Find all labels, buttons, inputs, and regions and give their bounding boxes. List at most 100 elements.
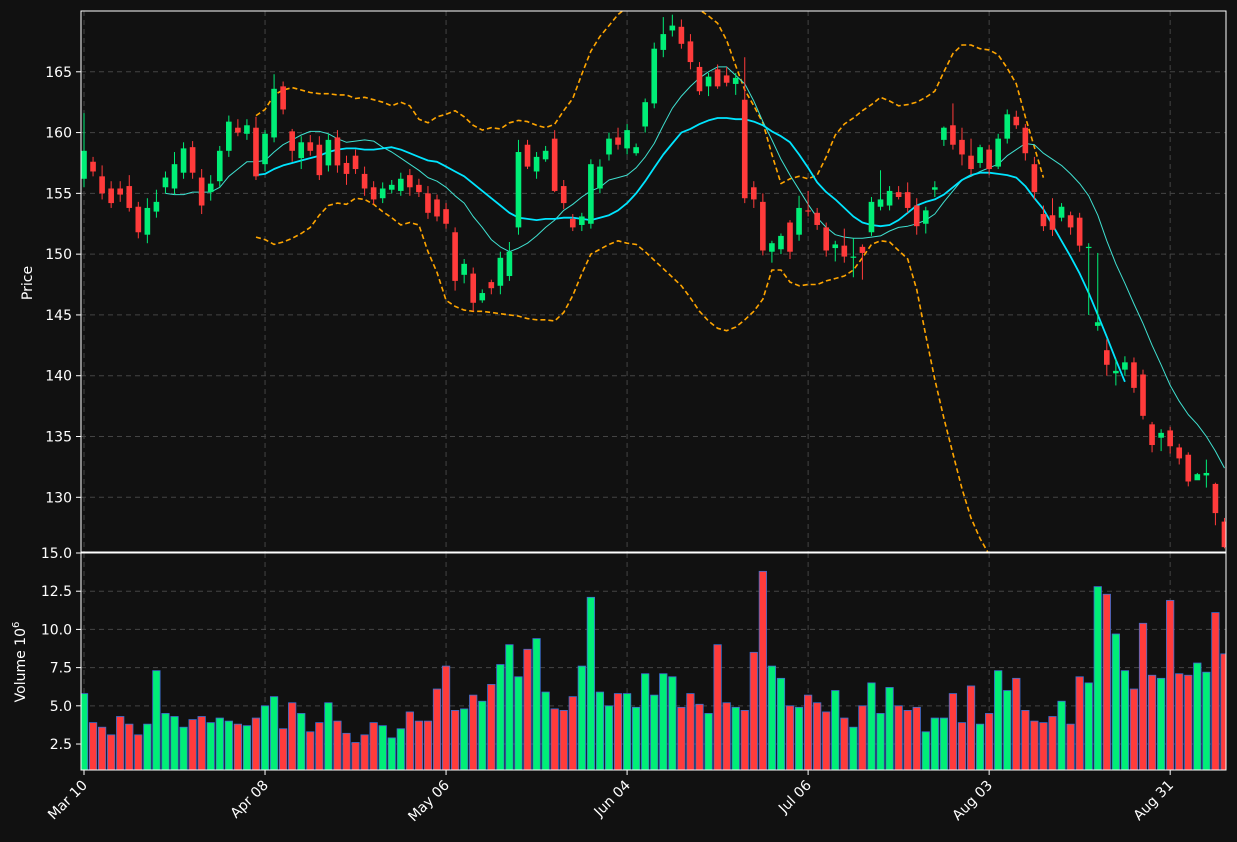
volume-bar bbox=[650, 694, 659, 770]
candle-body bbox=[660, 34, 667, 50]
volume-bar bbox=[1003, 690, 1012, 770]
candle-body bbox=[352, 155, 359, 170]
ma-slow-line bbox=[255, 117, 1126, 383]
volume-bar bbox=[206, 722, 215, 770]
candle-body bbox=[850, 256, 857, 258]
volume-bar bbox=[460, 708, 469, 770]
candle-body bbox=[1058, 206, 1065, 218]
candle-body bbox=[298, 142, 305, 159]
candle-body bbox=[307, 142, 314, 151]
volume-bar bbox=[975, 723, 985, 770]
volume-bar bbox=[496, 664, 505, 770]
volume-bar bbox=[632, 706, 641, 770]
price-axis-title: Price bbox=[20, 266, 36, 300]
volume-bar bbox=[514, 676, 523, 770]
volume-bar bbox=[595, 691, 605, 770]
candle-body bbox=[805, 210, 811, 212]
candle-body bbox=[1140, 374, 1146, 416]
volume-bar bbox=[81, 693, 89, 770]
candle-body bbox=[968, 155, 974, 170]
volume-bar bbox=[722, 702, 731, 770]
candle-body bbox=[723, 75, 730, 83]
price-tick-label: 160 bbox=[45, 126, 72, 142]
volume-bar bbox=[704, 713, 713, 770]
candle-body bbox=[732, 77, 739, 84]
volume-bar bbox=[939, 717, 948, 770]
volume-bar bbox=[731, 706, 740, 770]
candle-body bbox=[1203, 472, 1210, 476]
candle-body bbox=[624, 130, 630, 149]
candle-body bbox=[1004, 114, 1011, 139]
volume-bar bbox=[622, 693, 632, 770]
volume-axis-title-text: Volume bbox=[13, 650, 29, 702]
candle-body bbox=[1022, 127, 1029, 154]
candle-body bbox=[669, 25, 676, 31]
candle-body bbox=[99, 176, 105, 194]
ma-fast-line bbox=[165, 66, 1225, 469]
volume-bar bbox=[188, 719, 197, 770]
volume-bar bbox=[1021, 710, 1030, 770]
candle-body bbox=[488, 282, 495, 289]
volume-bar bbox=[1184, 674, 1193, 770]
candle-body bbox=[226, 121, 232, 151]
volume-bar bbox=[88, 722, 98, 770]
candle-body bbox=[479, 293, 486, 301]
price-tick-label: 165 bbox=[45, 65, 72, 81]
volume-bar bbox=[613, 693, 623, 770]
candle-body bbox=[633, 147, 639, 154]
candle-body bbox=[1013, 116, 1020, 126]
volume-bar bbox=[161, 713, 170, 770]
candle-body bbox=[280, 86, 286, 110]
volume-bar bbox=[858, 705, 867, 770]
volume-bar bbox=[903, 710, 912, 770]
candle-body bbox=[569, 218, 576, 228]
volume-bar bbox=[785, 705, 795, 770]
volume-bar bbox=[559, 710, 568, 770]
volume-bar bbox=[550, 708, 559, 770]
volume-bar bbox=[1157, 677, 1166, 770]
candle-body bbox=[135, 206, 142, 233]
volume-bar bbox=[333, 720, 342, 770]
candle-body bbox=[678, 26, 685, 44]
bollinger-bands bbox=[255, 11, 1045, 552]
volume-bar bbox=[1012, 677, 1021, 770]
volume-bar bbox=[478, 700, 487, 770]
volume-bar bbox=[1147, 674, 1157, 770]
volume-bar bbox=[894, 705, 903, 770]
volume-bar bbox=[432, 688, 442, 770]
volume-bar bbox=[170, 716, 179, 770]
volume-tick-label: 2.5 bbox=[50, 737, 72, 753]
candle-body bbox=[108, 188, 114, 204]
volume-axis-title: Volume 106 bbox=[11, 622, 29, 703]
candle-body bbox=[597, 166, 603, 189]
candle-body bbox=[370, 187, 377, 200]
candle-body bbox=[416, 184, 422, 193]
candle-body bbox=[171, 164, 178, 189]
volume-bar bbox=[1048, 716, 1057, 770]
candle-body bbox=[959, 139, 965, 155]
volume-bar bbox=[577, 665, 586, 770]
candle-body bbox=[271, 88, 277, 138]
candle-body bbox=[425, 193, 431, 213]
candle-body bbox=[1094, 322, 1101, 326]
volume-bar bbox=[586, 596, 595, 770]
candle-body bbox=[1067, 215, 1074, 228]
candle-body bbox=[407, 175, 413, 188]
volume-bar bbox=[758, 570, 767, 770]
candle-body bbox=[741, 99, 748, 199]
candle-body bbox=[1085, 246, 1092, 249]
volume-bar bbox=[840, 717, 849, 770]
volume-bar bbox=[1193, 662, 1202, 770]
candle-body bbox=[705, 76, 712, 87]
candle-body bbox=[941, 127, 947, 140]
volume-bar bbox=[1075, 676, 1084, 770]
candle-body bbox=[868, 201, 875, 233]
volume-bar bbox=[125, 723, 134, 770]
candle-body bbox=[651, 48, 658, 104]
volume-bar bbox=[867, 682, 876, 770]
volume-bar bbox=[342, 732, 351, 770]
volume-bar bbox=[469, 694, 478, 770]
moving-averages bbox=[165, 66, 1225, 469]
price-tick-label: 145 bbox=[45, 308, 72, 324]
